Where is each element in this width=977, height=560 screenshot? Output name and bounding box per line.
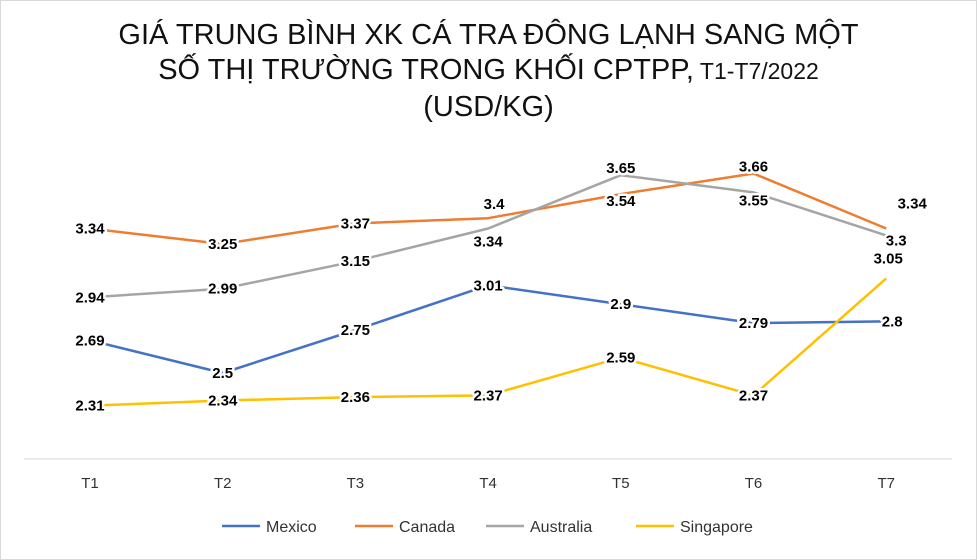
series-line-canada [89,172,887,246]
x-tick-label: T4 [479,475,497,492]
data-label: 2.94 [75,289,105,306]
data-label: 2.59 [606,350,635,367]
x-tick-label: T6 [745,475,763,492]
data-label: 3.01 [473,277,502,294]
data-label: 3.05 [874,250,903,267]
data-label: 3.34 [473,234,503,251]
data-label: 3.15 [341,253,370,270]
legend-label-mexico: Mexico [266,519,317,536]
data-label: 2.37 [473,387,502,404]
series-line-australia [89,173,887,299]
data-label: 3.3 [886,232,907,249]
x-tick-label: T7 [877,475,895,492]
x-tick-label: T1 [81,475,99,492]
data-label: 3.34 [898,196,928,213]
data-label: 2.8 [882,313,903,330]
data-label: 3.65 [606,160,635,177]
data-label: 2.31 [75,398,104,415]
chart-title-line2: SỐ THỊ TRƯỜNG TRONG KHỐI CPTPP, T1-T7/20… [0,53,977,88]
series-line-mexico [89,284,887,375]
data-label: 2.69 [75,332,104,349]
data-label: 3.66 [739,158,768,175]
chart-subtitle: (USD/KG) [423,91,554,123]
data-label: 3.4 [484,196,506,213]
data-label: 3.25 [208,236,237,253]
chart-title-line2-main: SỐ THỊ TRƯỜNG TRONG KHỐI CPTPP, [158,54,694,86]
data-label: 3.34 [75,221,105,238]
data-label: 2.34 [208,393,238,410]
x-tick-label: T5 [612,475,630,492]
x-tick-label: T3 [347,475,365,492]
data-label: 2.36 [341,389,370,406]
data-label: 2.9 [610,296,631,313]
chart-title-line1: GIÁ TRUNG BÌNH XK CÁ TRA ĐÔNG LẠNH SANG … [118,19,859,51]
data-label: 2.99 [208,281,237,298]
data-label: 3.37 [341,215,370,232]
legend-label-singapore: Singapore [680,519,753,536]
x-tick-label: T2 [214,475,232,492]
data-label: 2.79 [739,315,768,332]
legend-label-australia: Australia [530,519,592,536]
data-label: 3.54 [606,193,636,210]
data-label: 2.37 [739,387,768,404]
legend-label-canada: Canada [399,519,455,536]
chart-title-line2-period: T1-T7/2022 [693,58,819,84]
series-line-singapore [89,277,888,407]
data-label: 2.5 [212,365,233,382]
data-label: 2.75 [341,322,370,339]
data-label: 3.55 [739,192,768,209]
